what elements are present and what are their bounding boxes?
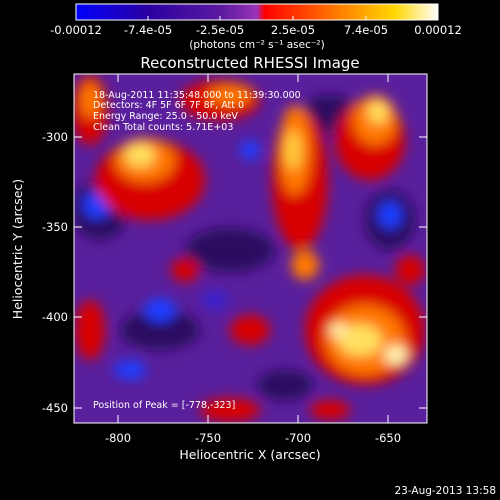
reconstructed-image xyxy=(74,74,427,423)
y-tick-label: -350 xyxy=(42,220,68,234)
plot-frame xyxy=(73,73,428,424)
colorbar-tick-label: 7.4e-05 xyxy=(344,23,388,37)
x-tick-label: -800 xyxy=(105,431,131,445)
colorbar-tick-label: -2.5e-05 xyxy=(196,23,244,37)
y-axis-label: Heliocentric Y (arcsec) xyxy=(10,179,25,319)
overlay-peak-position: Position of Peak = [-778,-323] xyxy=(93,400,235,411)
overlay-detectors: Detectors: 4F 5F 6F 7F 8F, Att 0 xyxy=(93,100,244,111)
x-tick-label: -750 xyxy=(195,431,221,445)
overlay-energy-range: Energy Range: 25.0 - 50.0 keV xyxy=(93,111,238,122)
overlay-time-range: 18-Aug-2011 11:35:48.000 to 11:39:30.000 xyxy=(93,90,301,101)
y-ticks xyxy=(74,136,427,409)
y-tick-label: -400 xyxy=(42,310,68,324)
x-tick-label: -700 xyxy=(285,431,311,445)
plot-title: Reconstructed RHESSI Image xyxy=(140,54,359,72)
colorbar-tick-label: -7.4e-05 xyxy=(124,23,172,37)
x-axis-label: Heliocentric X (arcsec) xyxy=(179,447,320,462)
x-tick-label: -650 xyxy=(375,431,401,445)
overlay-clean-counts: Clean Total counts: 5.71E+03 xyxy=(93,122,233,133)
colorbar xyxy=(75,3,439,21)
colorbar-units: (photons cm⁻² s⁻¹ asec⁻²) xyxy=(189,39,324,51)
y-tick-label: -300 xyxy=(42,130,68,144)
footer-timestamp: 23-Aug-2013 13:58 xyxy=(394,485,496,497)
colorbar-tick-label: 2.5e-05 xyxy=(271,23,315,37)
x-ticks xyxy=(117,74,389,423)
colorbar-ticks xyxy=(75,16,439,20)
y-tick-label: -450 xyxy=(42,401,68,415)
colorbar-tick-label: 0.00012 xyxy=(414,23,462,37)
colorbar-tick-label: -0.00012 xyxy=(50,23,102,37)
